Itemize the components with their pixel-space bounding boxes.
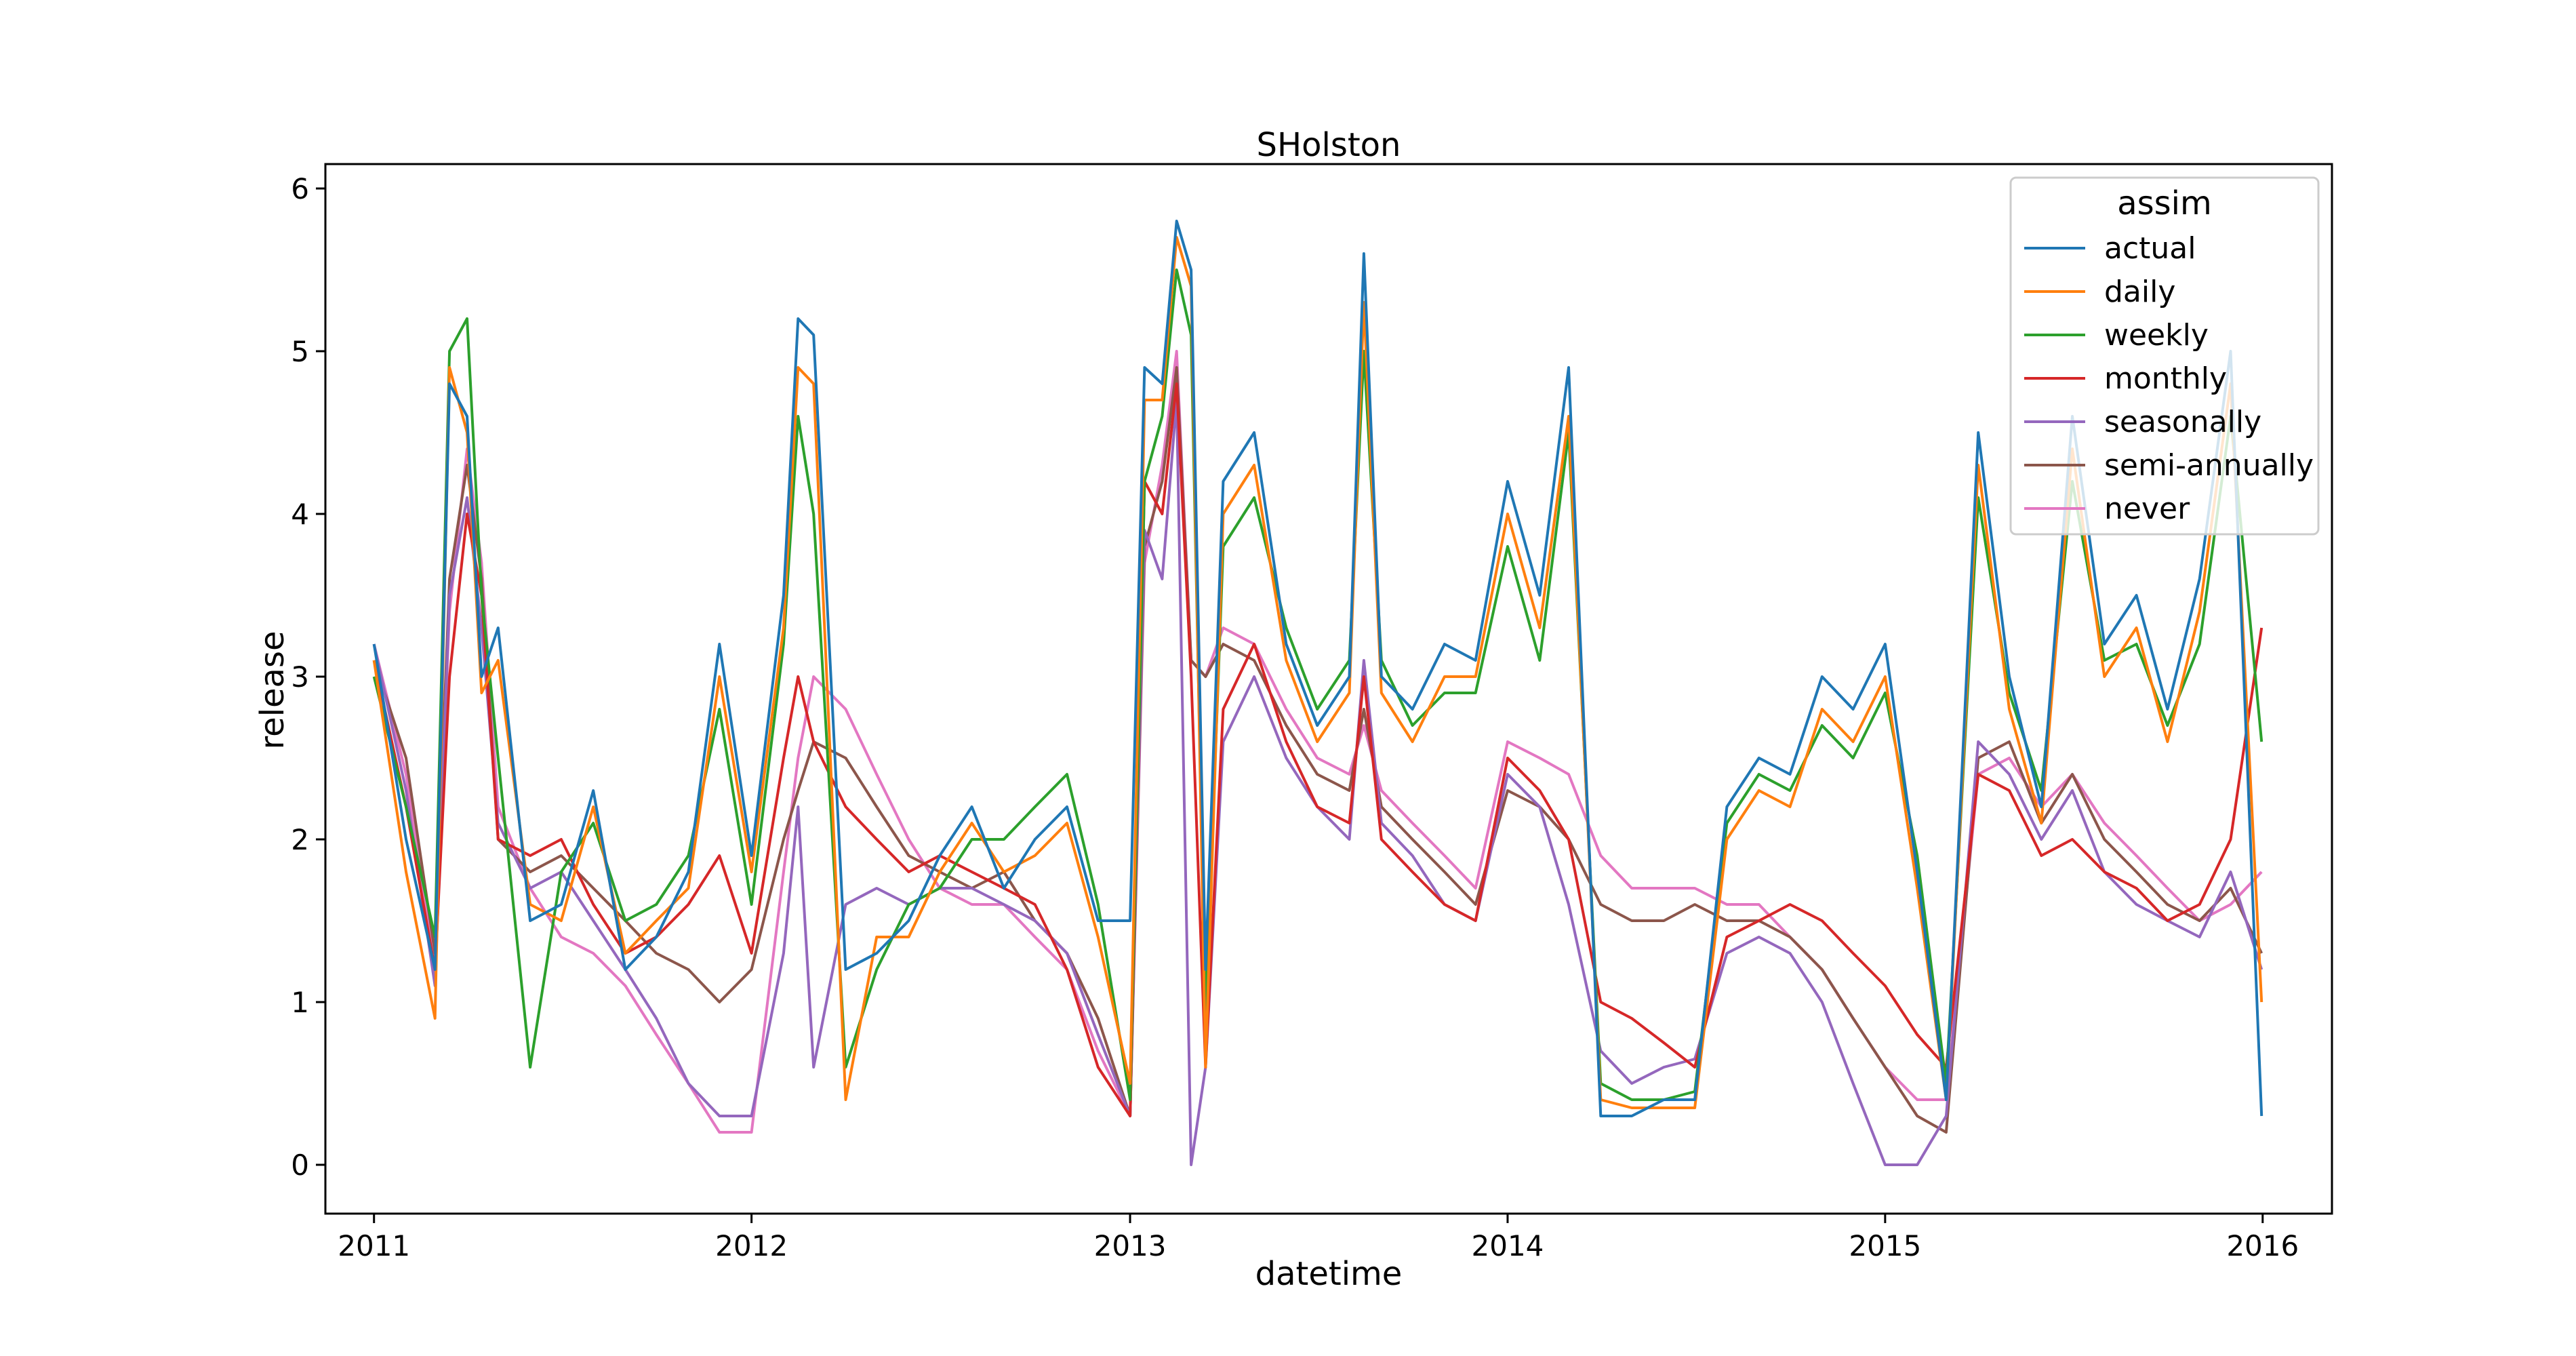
y-tick-label: 3 bbox=[291, 660, 309, 694]
x-axis-label: datetime bbox=[1255, 1255, 1403, 1293]
x-tick-label: 2013 bbox=[1094, 1229, 1167, 1262]
legend-title: assim bbox=[2117, 184, 2212, 222]
y-tick-label: 5 bbox=[291, 335, 309, 368]
y-tick-label: 1 bbox=[291, 986, 309, 1019]
legend-label-monthly: monthly bbox=[2104, 361, 2227, 396]
x-tick-label: 2016 bbox=[2226, 1229, 2299, 1262]
series-lines bbox=[372, 220, 2263, 1166]
legend-label-daily: daily bbox=[2104, 275, 2175, 309]
x-axis: 2011 2012 2013 2014 2015 2016 bbox=[338, 1214, 2299, 1262]
x-tick-label: 2015 bbox=[1849, 1229, 1921, 1262]
series-line-daily bbox=[372, 236, 2263, 1109]
legend-label-seasonally: seasonally bbox=[2104, 405, 2261, 439]
y-axis: 0 1 2 3 4 5 6 bbox=[291, 172, 325, 1182]
series-line-actual bbox=[372, 220, 2263, 1117]
plot-frame bbox=[324, 163, 2333, 1215]
legend-label-weekly: weekly bbox=[2104, 318, 2209, 353]
x-tick-label: 2014 bbox=[1472, 1229, 1544, 1262]
x-tick-label: 2011 bbox=[338, 1229, 410, 1262]
y-tick-label: 6 bbox=[291, 172, 309, 205]
y-tick-label: 0 bbox=[291, 1149, 309, 1182]
legend-items: actual daily weekly monthly seasonally semi-a… bbox=[2024, 231, 2314, 526]
y-tick-label: 2 bbox=[291, 823, 309, 856]
y-tick-label: 4 bbox=[291, 498, 309, 531]
series-line-never bbox=[372, 350, 2263, 1134]
legend-box bbox=[2009, 176, 2320, 536]
legend-label-semi-annually: semi-annually bbox=[2104, 448, 2314, 483]
legend: assim actual daily weekly monthly seasonally… bbox=[2009, 176, 2320, 536]
legend-label-actual: actual bbox=[2104, 231, 2196, 266]
series-line-monthly bbox=[372, 382, 2263, 1117]
x-tick-label: 2012 bbox=[715, 1229, 788, 1262]
y-axis-label: release bbox=[254, 631, 291, 749]
chart-title: SHolston bbox=[1257, 126, 1401, 164]
series-line-semi-annually bbox=[372, 366, 2263, 1134]
series-line-seasonally bbox=[372, 399, 2263, 1166]
legend-label-never: never bbox=[2104, 492, 2190, 526]
